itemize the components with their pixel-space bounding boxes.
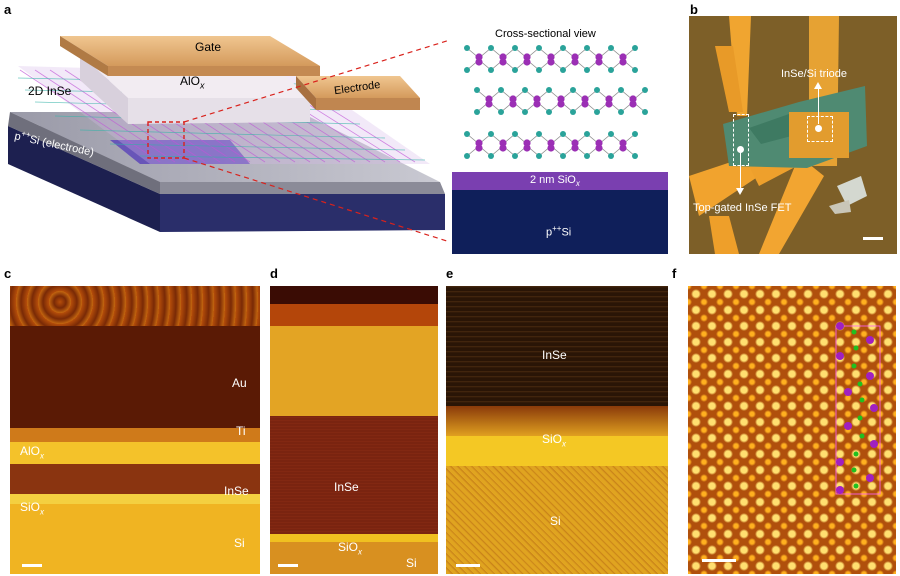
scale-bar-c [22, 564, 42, 567]
gate-stack [60, 36, 320, 124]
d-si-label: Si [406, 556, 417, 570]
fet-arrow-head [736, 188, 744, 195]
inse-label: 2D InSe [28, 84, 72, 98]
c-inse-label: InSe [224, 484, 249, 498]
psi-substrate-label: p++Si [546, 224, 572, 239]
triode-label: InSe/Si triode [781, 68, 848, 80]
panel-letter-a: a [4, 2, 12, 17]
panel-letter-d: d [270, 266, 278, 281]
triode-arrow-head [814, 82, 822, 89]
zoom-guide-bottom [183, 157, 450, 243]
e-sio-label: SiOx [542, 432, 567, 449]
scale-bar-e [456, 564, 480, 567]
zoom-region-box [147, 121, 185, 159]
e-si-label: Si [550, 514, 561, 528]
sio-layer-bar [452, 172, 668, 190]
c-ti-label: Ti [236, 424, 246, 438]
scale-bar-b [863, 237, 883, 240]
e-inse-label: InSe [542, 348, 567, 362]
c-au-label: Au [232, 376, 247, 390]
inse-lattice-layer [464, 45, 638, 73]
scale-bar-f [702, 559, 736, 562]
fet-region-box [733, 114, 749, 166]
scale-bar-d [278, 564, 298, 567]
d-inse-label: InSe [334, 480, 359, 494]
fet-arrow [740, 152, 741, 190]
panel-letter-b: b [690, 2, 698, 17]
d-sio-label: SiOx [338, 540, 363, 557]
panel-letter-c: c [4, 266, 12, 281]
triode-arrow [818, 88, 819, 124]
fet-marker-dot [737, 146, 744, 153]
c-alo-label: AlOx [20, 444, 45, 461]
stem-image-f [688, 286, 896, 574]
stem-image-d: InSe SiOx Si [270, 286, 438, 574]
stem-image-e: InSe SiOx Si [446, 286, 668, 574]
oxide-label: AlOx [180, 74, 205, 91]
panel-letter-e: e [446, 266, 454, 281]
panel-letter-f: f [672, 266, 677, 281]
gate-label: Gate [195, 40, 222, 54]
c-sio-label: SiOx [20, 500, 45, 517]
optical-micrograph: InSe/Si triode Top-gated InSe FET [689, 16, 897, 254]
stem-image-c: Au Ti AlOx InSe SiOx Si [10, 286, 260, 574]
substrate-slab [8, 112, 445, 232]
zoom-guide-top [183, 39, 450, 123]
c-si-label: Si [234, 536, 245, 550]
device-schematic [8, 36, 450, 243]
fet-label: Top-gated InSe FET [693, 202, 792, 214]
triode-region-box [807, 116, 833, 142]
unit-cell-overlay [835, 322, 881, 495]
cross-section-lattice [463, 45, 649, 160]
electrode-block [296, 76, 420, 110]
psi-substrate-block [452, 190, 668, 254]
sio-layer-label: 2 nm SiOx [530, 174, 580, 189]
triode-marker-dot [815, 125, 822, 132]
cross-section-title: Cross-sectional view [495, 28, 596, 40]
